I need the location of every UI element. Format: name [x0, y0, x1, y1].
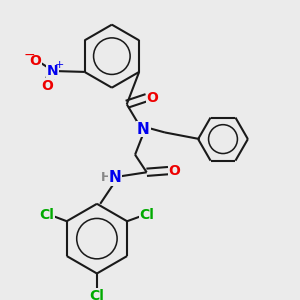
Text: N: N [137, 122, 150, 136]
Text: Cl: Cl [140, 208, 154, 222]
Text: O: O [168, 164, 180, 178]
Text: O: O [41, 79, 53, 93]
Text: Cl: Cl [39, 208, 54, 222]
Text: Cl: Cl [89, 289, 104, 300]
Text: +: + [55, 60, 64, 70]
Text: −: − [24, 48, 35, 62]
Text: N: N [109, 170, 122, 185]
Text: N: N [46, 64, 58, 78]
Text: O: O [30, 54, 41, 68]
Text: O: O [147, 91, 159, 105]
Text: H: H [101, 171, 111, 184]
